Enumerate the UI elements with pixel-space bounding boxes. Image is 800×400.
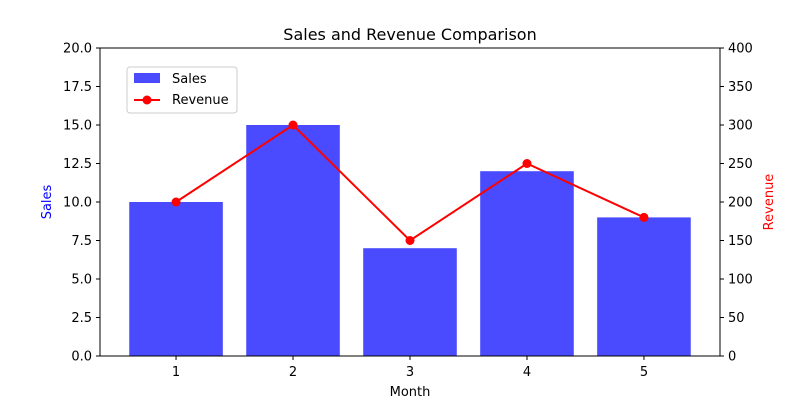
left-tick-label: 10.0: [63, 196, 92, 211]
right-tick-label: 350: [728, 80, 753, 95]
right-tick-label: 150: [728, 234, 753, 249]
x-tick-label: 5: [640, 365, 648, 380]
chart-title: Sales and Revenue Comparison: [283, 25, 536, 44]
right-tick-label: 300: [728, 119, 753, 134]
x-tick-label: 3: [406, 365, 414, 380]
revenue-point-3: [406, 236, 415, 245]
revenue-point-5: [639, 213, 648, 222]
revenue-point-2: [289, 121, 298, 130]
legend-sales-label: Sales: [172, 72, 207, 87]
left-tick-label: 15.0: [63, 119, 92, 134]
sales-bar-4: [480, 171, 574, 356]
left-tick-label: 2.5: [71, 311, 92, 326]
left-axis-label: Sales: [40, 184, 55, 219]
x-tick-label: 1: [172, 365, 180, 380]
left-tick-label: 20.0: [63, 42, 92, 57]
x-tick-label: 2: [289, 365, 297, 380]
right-tick-label: 250: [728, 157, 753, 172]
left-tick-label: 7.5: [71, 234, 92, 249]
right-axis-ticks: 0 50 100 150 200 250 300 350 400: [720, 42, 753, 365]
right-tick-label: 50: [728, 311, 745, 326]
revenue-point-1: [172, 198, 181, 207]
left-tick-label: 17.5: [63, 80, 92, 95]
x-axis-ticks: 1 2 3 4 5: [172, 356, 648, 380]
legend: Sales Revenue: [127, 67, 237, 113]
sales-bar-3: [363, 248, 457, 356]
right-tick-label: 200: [728, 196, 753, 211]
left-tick-label: 5.0: [71, 273, 92, 288]
right-tick-label: 0: [728, 350, 736, 365]
right-axis-label: Revenue: [762, 174, 777, 231]
right-tick-label: 100: [728, 273, 753, 288]
legend-revenue-marker: [143, 96, 152, 105]
left-axis-ticks: 0.0 2.5 5.0 7.5 10.0 12.5 15.0 17.5 20.0: [63, 42, 100, 365]
right-tick-label: 400: [728, 42, 753, 57]
x-axis-label: Month: [390, 385, 431, 400]
x-tick-label: 4: [523, 365, 531, 380]
left-tick-label: 0.0: [71, 350, 92, 365]
sales-bar-1: [129, 202, 223, 356]
revenue-point-4: [522, 159, 531, 168]
left-tick-label: 12.5: [63, 157, 92, 172]
legend-sales-swatch: [134, 73, 160, 83]
sales-bar-2: [246, 125, 340, 356]
sales-bar-5: [597, 217, 691, 356]
legend-revenue-label: Revenue: [172, 93, 229, 108]
